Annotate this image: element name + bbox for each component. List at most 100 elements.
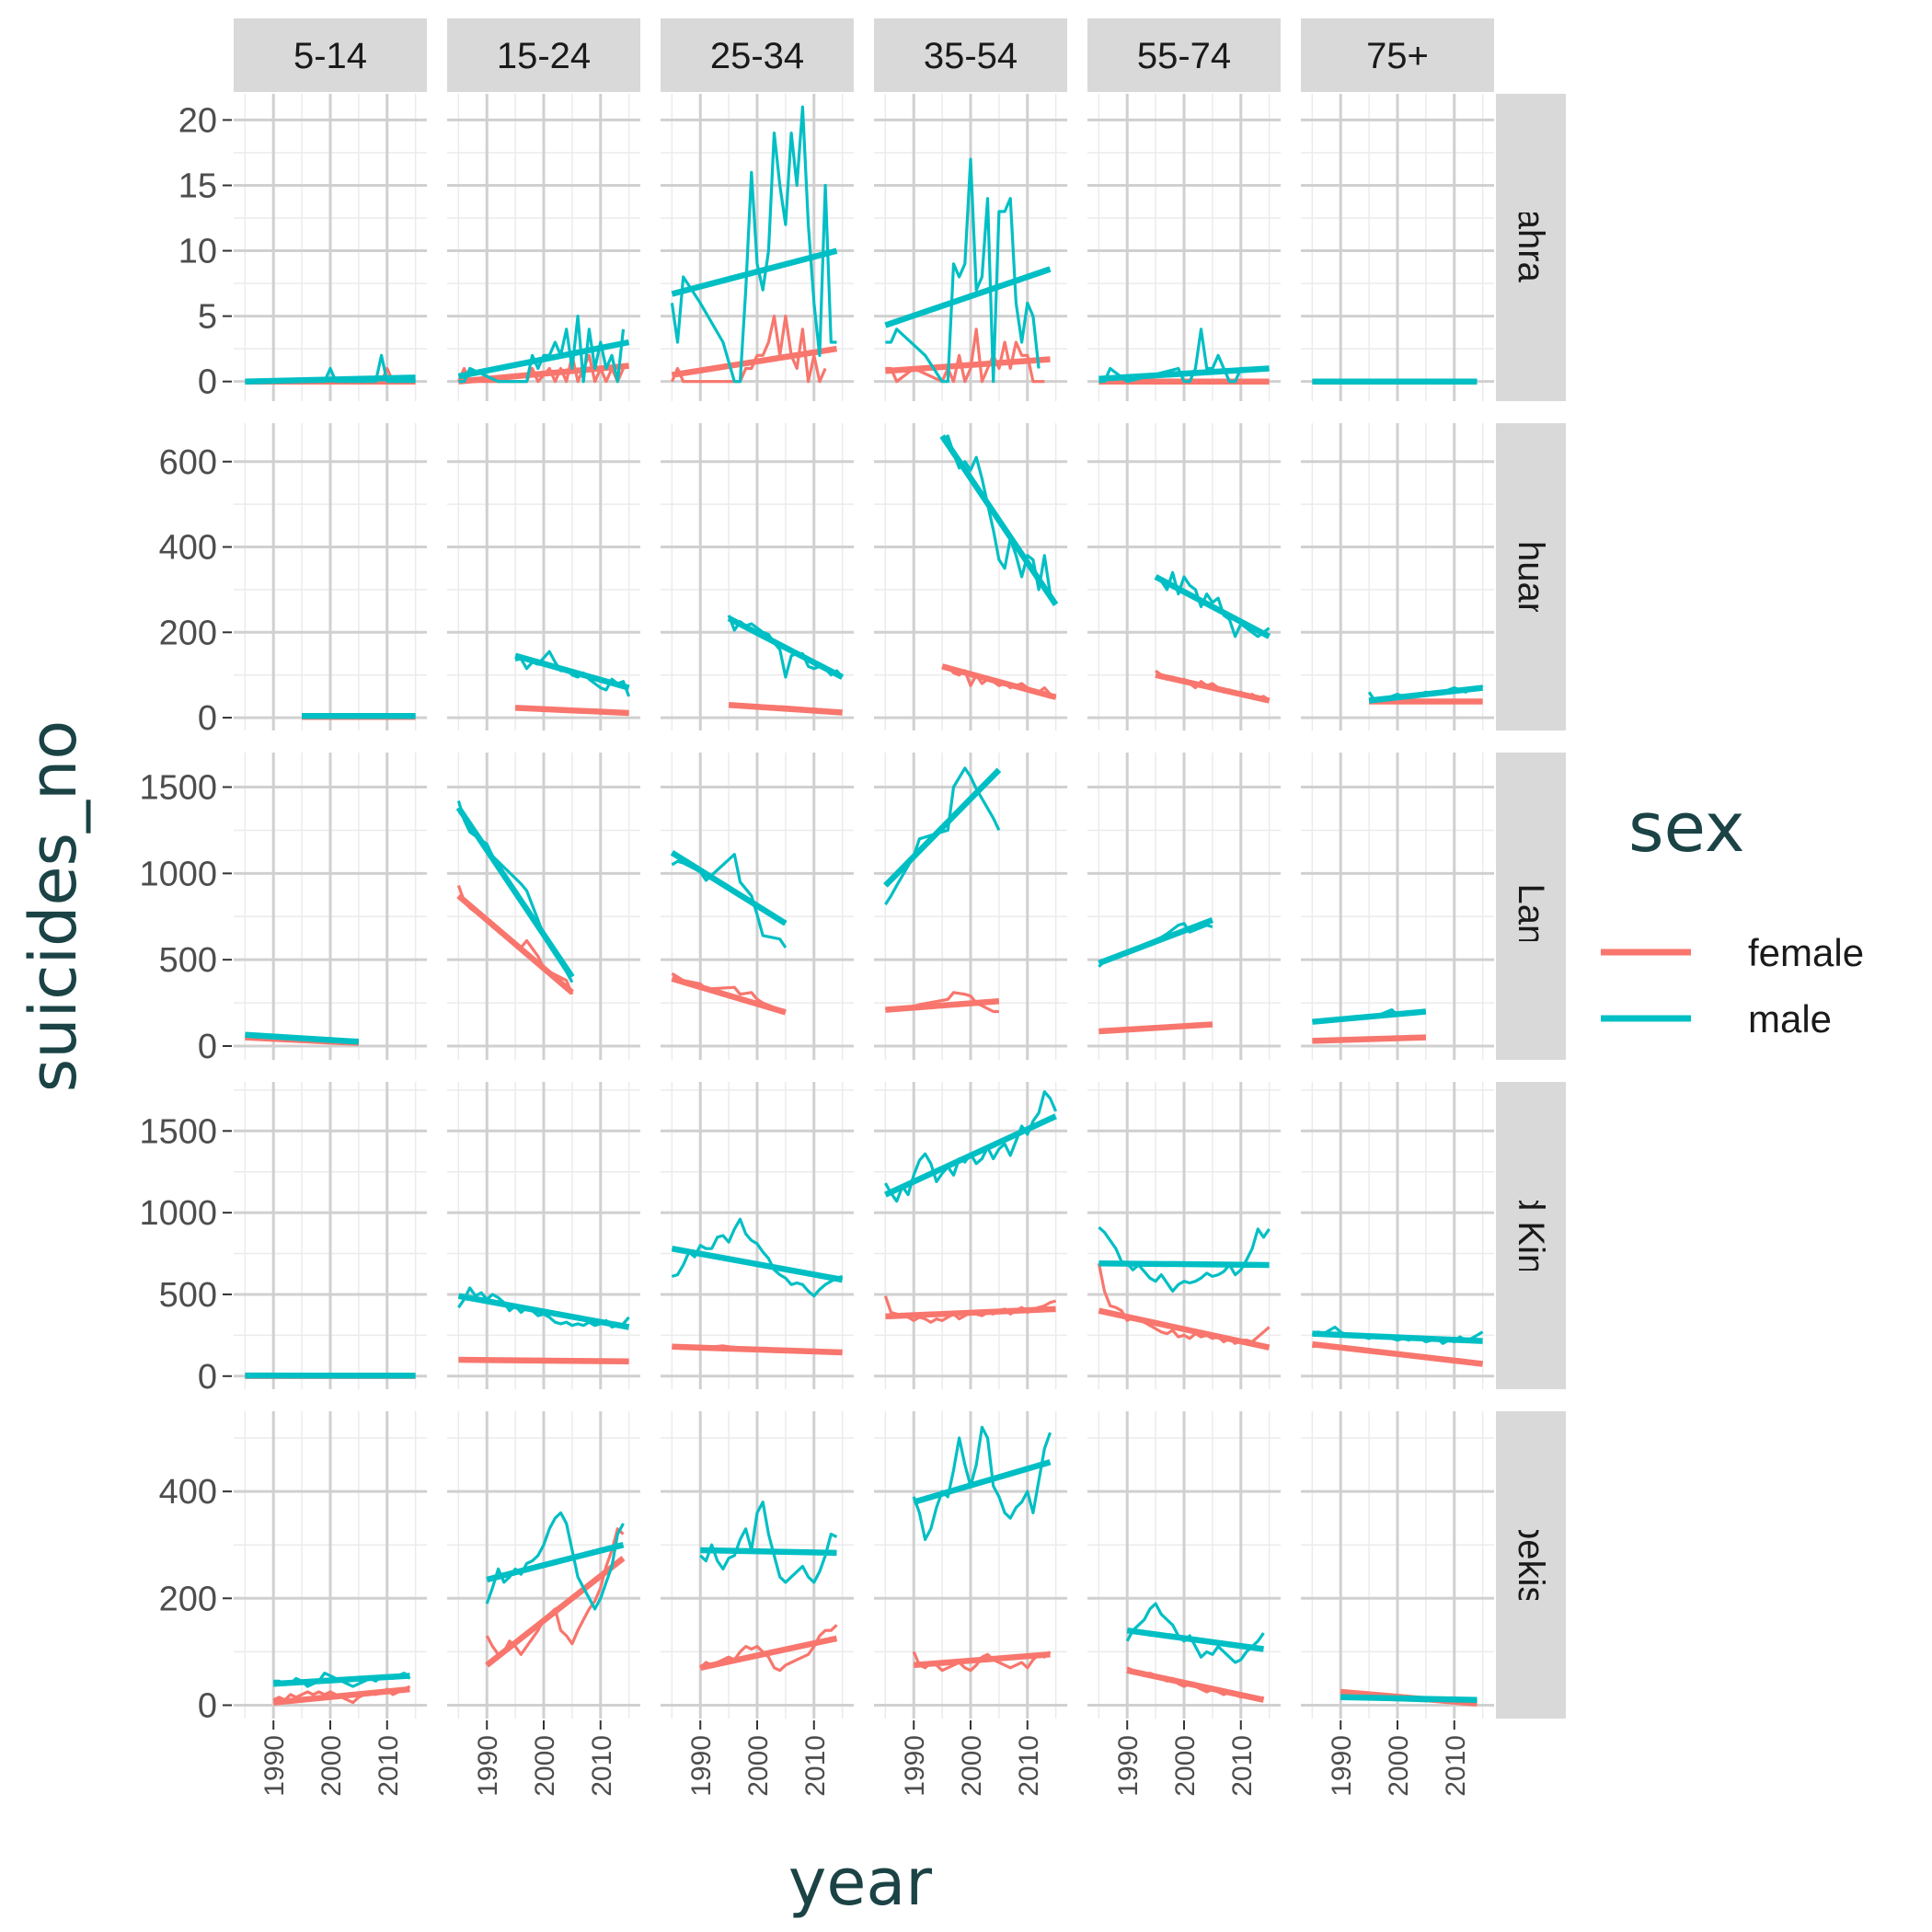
- panel-series: [272, 1671, 411, 1706]
- facet-panel: [874, 753, 1067, 1060]
- facet-panel: [447, 1082, 640, 1389]
- y-axis-ticks: 0510152002004006000500100015000500100015…: [139, 101, 232, 1725]
- x-tick-label: 1990: [259, 1735, 290, 1797]
- column-strip-label: 55-74: [1137, 36, 1231, 76]
- column-strip-label: 35-54: [924, 36, 1018, 76]
- trend-line-male: [1154, 574, 1271, 639]
- trend-line-male: [457, 1293, 630, 1330]
- column-strip: [874, 18, 1067, 92]
- facet-panels: [234, 94, 1494, 1719]
- trend-line-male: [514, 652, 630, 691]
- trend-line-female: [885, 997, 1000, 1013]
- trend-line-male: [670, 850, 788, 926]
- series-line-male: [912, 1425, 1052, 1542]
- trend-line-female: [456, 893, 575, 995]
- panel-series: [912, 1425, 1052, 1673]
- facet-panel: [661, 94, 854, 401]
- facet-panel: [1087, 1082, 1281, 1389]
- trend-line-male: [884, 1113, 1057, 1198]
- facet-panel: [1301, 753, 1494, 1060]
- row-strip: [1496, 94, 1566, 401]
- x-tick-label: 2010: [374, 1735, 404, 1797]
- trend-line-male: [245, 374, 416, 385]
- facet-panel: [234, 1411, 427, 1719]
- facet-panel: [447, 753, 640, 1060]
- facet-panel: [1087, 753, 1281, 1060]
- facet-panel: [234, 423, 427, 730]
- trend-line-female: [941, 663, 1057, 700]
- trend-line-female: [913, 1651, 1051, 1669]
- panel-series: [245, 1372, 416, 1379]
- x-tick-label: 2010: [800, 1735, 831, 1797]
- series-line-female: [699, 1624, 838, 1673]
- trend-line-male: [486, 1542, 625, 1583]
- facet-panel: [1301, 423, 1494, 730]
- trend-line-male: [1098, 365, 1270, 383]
- trend-line-male: [1368, 684, 1483, 704]
- panel-series: [883, 1090, 1058, 1324]
- x-tick-label: 1990: [686, 1735, 717, 1797]
- column-strip-label: 15-24: [497, 36, 591, 76]
- panel-series: [727, 615, 845, 716]
- panel-series: [670, 105, 838, 384]
- x-tick-label: 1990: [1113, 1735, 1144, 1797]
- row-strip: [1496, 753, 1566, 1060]
- trend-line-male: [883, 767, 1002, 888]
- trend-line-female: [1312, 1340, 1483, 1367]
- panel-series: [939, 434, 1059, 700]
- y-tick-label: 20: [178, 101, 217, 140]
- x-tick-label: 1990: [900, 1735, 930, 1797]
- trend-line-male: [671, 247, 838, 297]
- panel-series: [1098, 916, 1214, 1035]
- trend-line-male: [884, 266, 1052, 328]
- y-tick-label: 1500: [139, 1112, 217, 1151]
- panel-series: [485, 1511, 626, 1668]
- series-line-male: [1125, 1602, 1265, 1664]
- panel-series: [884, 157, 1052, 384]
- trend-line-male: [457, 339, 630, 380]
- trend-line-female: [1312, 1034, 1426, 1044]
- trend-line-male: [727, 615, 845, 680]
- x-tick-label: 2000: [530, 1735, 560, 1797]
- y-tick-label: 5: [198, 298, 217, 337]
- trend-line-female: [458, 362, 629, 385]
- trend-line-male: [245, 1031, 360, 1045]
- facet-panel: [1301, 1411, 1494, 1719]
- series-line-male: [885, 157, 1041, 384]
- column-strip: [447, 18, 640, 92]
- column-strip-label: 25-34: [710, 36, 804, 76]
- y-tick-label: 400: [159, 1473, 217, 1512]
- trend-line-male: [671, 1246, 844, 1283]
- row-strip: [1496, 1082, 1566, 1389]
- series-line-male: [699, 1501, 838, 1584]
- series-line-female: [885, 328, 1045, 384]
- panel-series: [670, 850, 788, 1016]
- row-strip-label: Lithuania: [1511, 502, 1551, 652]
- facet-panel: [447, 1411, 640, 1719]
- trend-line-male: [273, 1673, 410, 1687]
- y-tick-label: 15: [178, 167, 217, 205]
- panel-series: [1098, 328, 1270, 385]
- panel-series: [1340, 1688, 1478, 1707]
- trend-line-male: [939, 434, 1059, 607]
- x-tick-label: 2000: [1384, 1735, 1414, 1797]
- y-tick-label: 600: [159, 443, 217, 482]
- legend: sex female male: [1601, 788, 1864, 1041]
- facet-panel: [661, 753, 854, 1060]
- trend-line-female: [485, 1556, 626, 1668]
- y-tick-label: 400: [159, 529, 217, 568]
- trend-line-female: [1126, 1667, 1265, 1703]
- x-axis-title: year: [788, 1845, 932, 1920]
- trend-line-female: [885, 1305, 1056, 1320]
- facet-panel: [874, 423, 1067, 730]
- panel-series: [245, 1031, 360, 1046]
- trend-line-male: [1126, 1627, 1264, 1652]
- x-tick-label: 2010: [1227, 1735, 1258, 1797]
- facet-panel: [661, 1082, 854, 1389]
- facet-panel: [661, 1411, 854, 1719]
- column-strip-label: 5-14: [293, 36, 367, 76]
- trend-line-male: [913, 1459, 1052, 1505]
- trend-line-female: [458, 1356, 629, 1365]
- row-strip-label: Bahrain: [1511, 184, 1551, 311]
